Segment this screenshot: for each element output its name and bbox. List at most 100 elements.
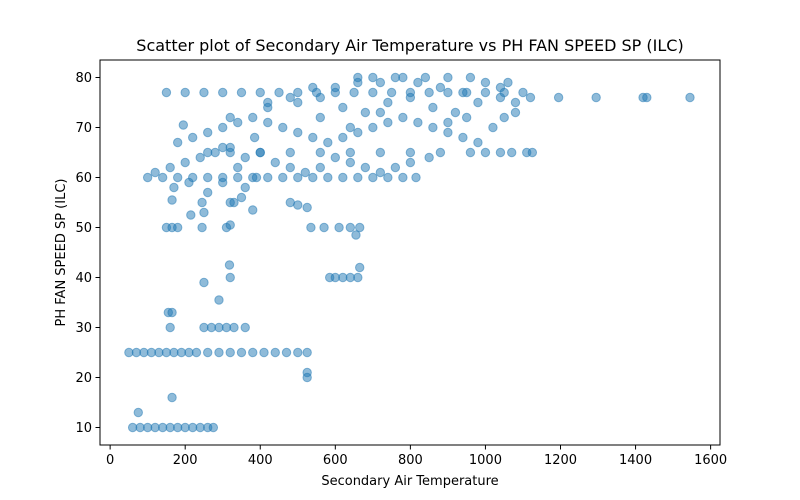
x-axis-label: Secondary Air Temperature: [321, 474, 498, 489]
data-point: [338, 102, 348, 113]
data-point: [214, 347, 224, 358]
data-point: [411, 172, 421, 183]
y-tick-label: 80: [75, 71, 92, 86]
data-point: [355, 222, 365, 233]
data-point: [443, 72, 453, 83]
data-point: [488, 122, 498, 133]
data-point: [351, 230, 361, 240]
data-point: [315, 112, 325, 123]
data-point: [165, 162, 175, 173]
data-point: [293, 172, 303, 183]
data-point: [263, 172, 273, 183]
data-point: [197, 197, 207, 208]
data-point: [285, 92, 295, 103]
data-point: [236, 192, 247, 203]
x-tick-label: 800: [398, 453, 423, 468]
data-point: [225, 112, 235, 123]
data-point: [338, 132, 348, 143]
data-point: [203, 172, 213, 183]
y-tick-label: 60: [75, 171, 92, 186]
data-point: [368, 122, 378, 133]
x-tick-label: 400: [248, 453, 273, 468]
data-point: [240, 322, 250, 333]
data-point: [167, 307, 177, 318]
data-point: [263, 97, 273, 108]
data-point: [458, 132, 468, 143]
data-point: [172, 137, 183, 148]
data-point: [349, 87, 359, 98]
data-point: [345, 147, 356, 158]
data-point: [302, 202, 312, 213]
data-point: [465, 147, 476, 158]
data-point: [203, 187, 213, 198]
data-point: [591, 92, 601, 103]
y-tick-label: 10: [75, 421, 92, 436]
data-point: [518, 87, 528, 98]
data-point: [360, 107, 371, 118]
data-point: [150, 167, 160, 178]
data-point: [338, 172, 348, 183]
data-point: [133, 407, 143, 418]
data-point: [642, 92, 652, 103]
data-point: [345, 157, 356, 168]
data-point: [360, 162, 371, 173]
data-point: [167, 195, 177, 205]
data-point: [355, 262, 365, 273]
data-point: [218, 142, 228, 153]
data-point: [499, 112, 509, 123]
data-point: [323, 137, 333, 148]
data-point: [334, 222, 344, 233]
data-point: [353, 127, 363, 138]
data-point: [319, 222, 329, 233]
data-point: [368, 72, 378, 83]
data-point: [229, 322, 239, 333]
data-point: [353, 272, 363, 283]
data-point: [218, 122, 228, 133]
x-tick-label: 1200: [544, 453, 577, 468]
data-point: [353, 72, 363, 83]
data-point: [161, 87, 172, 98]
data-point: [251, 172, 262, 183]
data-point: [225, 147, 235, 158]
data-point: [330, 152, 341, 163]
data-point: [233, 172, 243, 183]
data-point: [424, 152, 434, 163]
data-point: [308, 82, 318, 93]
data-point: [172, 222, 183, 233]
data-point: [236, 347, 247, 358]
y-axis-label: PH FAN SPEED SP (ILC): [54, 179, 69, 327]
data-point: [248, 347, 258, 358]
data-point: [390, 162, 401, 173]
data-point: [270, 157, 280, 168]
data-point: [315, 147, 325, 158]
data-point: [527, 147, 538, 158]
data-point: [375, 147, 386, 158]
data-point: [390, 72, 401, 83]
data-point: [503, 77, 513, 88]
data-point: [263, 117, 273, 128]
data-point: [428, 102, 438, 113]
data-point: [172, 172, 183, 183]
x-tick-label: 600: [323, 453, 348, 468]
data-point: [480, 87, 491, 98]
data-point: [450, 107, 461, 118]
data-point: [345, 122, 356, 133]
data-point: [218, 87, 228, 98]
x-axis-ticks: 0 200 400 600 800 1000 1200 1400 1600: [106, 445, 727, 468]
data-point: [255, 87, 265, 98]
data-point: [428, 122, 438, 133]
data-point: [199, 87, 209, 98]
data-point: [285, 162, 295, 173]
data-point: [685, 92, 695, 103]
data-point: [345, 222, 356, 233]
y-tick-label: 30: [75, 321, 92, 336]
data-point: [330, 82, 341, 93]
data-point: [225, 220, 235, 230]
data-point: [383, 117, 393, 128]
data-point: [249, 132, 260, 143]
data-point: [278, 122, 288, 133]
data-point: [186, 210, 196, 220]
data-point: [274, 87, 284, 98]
